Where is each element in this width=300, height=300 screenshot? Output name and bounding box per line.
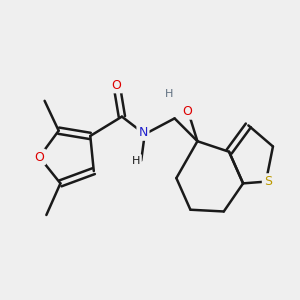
Text: S: S [264, 175, 272, 188]
Text: N: N [138, 126, 148, 139]
Text: O: O [182, 105, 192, 118]
Text: O: O [34, 151, 44, 164]
Text: O: O [112, 79, 122, 92]
Text: H: H [132, 155, 140, 166]
Text: H: H [165, 89, 173, 99]
